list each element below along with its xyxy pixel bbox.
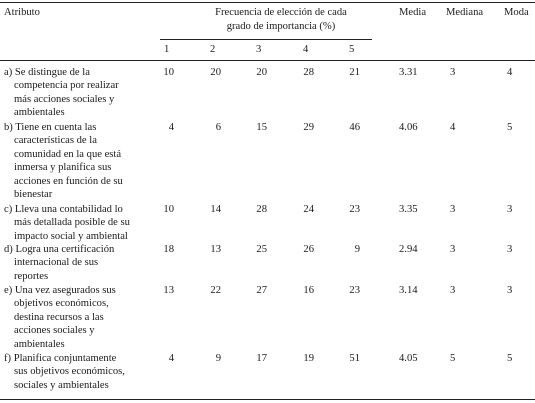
median-cell: 3 (450, 244, 456, 255)
freq-cell: 6 (215, 122, 221, 133)
header-grade-2: 2 (210, 44, 216, 55)
freq-cell: 21 (349, 67, 360, 78)
mean-cell: 4.05 (399, 353, 418, 364)
freq-cell: 9 (354, 244, 360, 255)
attribute-cell: f) Planifica conjuntamente sus objetivos… (4, 353, 125, 391)
freq-cell: 20 (210, 67, 221, 78)
header-mean: Media (399, 7, 427, 18)
table-row: e) Una vez asegurados sus objetivos econ… (0, 284, 535, 351)
freq-cell: 16 (303, 285, 314, 296)
freq-cell: 10 (163, 67, 174, 78)
freq-cell: 25 (256, 244, 267, 255)
freq-cell: 19 (303, 353, 314, 364)
bottom-rule (0, 399, 535, 400)
header-attribute: Atributo (4, 7, 40, 18)
freq-cell: 28 (256, 204, 267, 215)
freq-cell: 51 (349, 353, 360, 364)
mode-cell: 3 (507, 204, 513, 215)
freq-cell: 18 (163, 244, 174, 255)
median-cell: 3 (450, 285, 456, 296)
table-row: d) Logra una certificación internacional… (0, 243, 535, 283)
header-mode: Moda (504, 7, 529, 18)
freq-cell: 9 (215, 353, 221, 364)
median-cell: 3 (450, 67, 456, 78)
table-row: c) Lleva una contabilidad lo más detalla… (0, 203, 535, 243)
freq-cell: 23 (349, 285, 360, 296)
header-grade-5: 5 (349, 44, 355, 55)
median-cell: 3 (450, 204, 456, 215)
header-grade-3: 3 (256, 44, 262, 55)
attribute-cell: b) Tiene en cuenta las características d… (4, 122, 123, 201)
attribute-cell: e) Una vez asegurados sus objetivos econ… (4, 285, 116, 350)
freq-cell: 10 (163, 204, 174, 215)
table-row: b) Tiene en cuenta las características d… (0, 121, 535, 202)
header-rule (0, 60, 535, 61)
freq-cell: 29 (303, 122, 314, 133)
freq-cell: 46 (349, 122, 360, 133)
freq-cell: 13 (210, 244, 221, 255)
freq-cell: 23 (349, 204, 360, 215)
header-frequency-line1: Frecuencia de elección de cada (215, 7, 347, 18)
mean-cell: 3.31 (399, 67, 418, 78)
freq-cell: 4 (168, 353, 174, 364)
mean-cell: 2.94 (399, 244, 418, 255)
freq-cell: 14 (210, 204, 221, 215)
mode-cell: 4 (507, 67, 513, 78)
table-row: a) Se distingue de la competencia por re… (0, 66, 535, 120)
median-cell: 4 (450, 122, 456, 133)
freq-cell: 22 (210, 285, 221, 296)
attribute-cell: a) Se distingue de la competencia por re… (4, 67, 119, 119)
header-grade-4: 4 (303, 44, 309, 55)
mode-cell: 5 (507, 353, 513, 364)
header-grade-1: 1 (164, 44, 170, 55)
table-row: f) Planifica conjuntamente sus objetivos… (0, 352, 535, 396)
freq-cell: 4 (168, 122, 174, 133)
freq-cell: 26 (303, 244, 314, 255)
mode-cell: 3 (507, 285, 513, 296)
mode-cell: 3 (507, 244, 513, 255)
freq-cell: 17 (256, 353, 267, 364)
freq-cell: 15 (256, 122, 267, 133)
attribute-cell: d) Logra una certificación internacional… (4, 244, 115, 282)
mode-cell: 5 (507, 122, 513, 133)
freq-cell: 13 (163, 285, 174, 296)
attribute-cell: c) Lleva una contabilidad lo más detalla… (4, 204, 130, 242)
median-cell: 5 (450, 353, 456, 364)
top-rule (0, 2, 535, 3)
header-frequency-line2: grado de importancia (%) (226, 21, 336, 32)
freq-cell: 28 (303, 67, 314, 78)
freq-cell: 24 (303, 204, 314, 215)
freq-cell: 20 (256, 67, 267, 78)
mean-cell: 4.06 (399, 122, 418, 133)
mean-cell: 3.35 (399, 204, 418, 215)
freq-cell: 27 (256, 285, 267, 296)
frequency-subheader-rule (160, 39, 372, 40)
header-median: Mediana (446, 7, 484, 18)
mean-cell: 3.14 (399, 285, 418, 296)
